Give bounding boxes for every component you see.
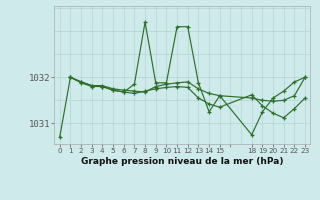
X-axis label: Graphe pression niveau de la mer (hPa): Graphe pression niveau de la mer (hPa) [81, 157, 284, 166]
